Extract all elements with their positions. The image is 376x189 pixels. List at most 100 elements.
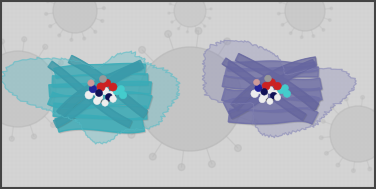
Polygon shape [0,51,180,144]
Polygon shape [57,60,144,117]
Polygon shape [53,62,141,127]
Circle shape [138,47,242,151]
Circle shape [207,0,209,1]
Circle shape [245,60,252,67]
Circle shape [300,36,303,39]
Circle shape [330,106,376,162]
Circle shape [329,19,331,21]
Circle shape [270,92,277,99]
Polygon shape [49,62,132,128]
Circle shape [210,8,212,10]
Circle shape [322,29,325,31]
Circle shape [196,30,198,32]
Circle shape [65,81,70,86]
Polygon shape [222,76,322,91]
Circle shape [174,0,206,27]
Circle shape [106,94,112,101]
Circle shape [186,31,188,33]
Circle shape [281,23,284,26]
Polygon shape [226,67,320,80]
Circle shape [255,84,262,92]
Circle shape [282,85,288,91]
Polygon shape [223,77,323,91]
Circle shape [89,85,97,93]
Polygon shape [227,61,317,72]
Circle shape [274,94,280,101]
Circle shape [63,104,68,109]
Polygon shape [228,108,318,124]
Circle shape [267,98,273,104]
Circle shape [261,88,268,95]
Circle shape [117,85,124,92]
Circle shape [319,136,323,139]
Polygon shape [58,61,145,118]
Circle shape [352,169,355,173]
Polygon shape [229,109,319,125]
Circle shape [83,37,86,40]
Circle shape [102,100,108,106]
Circle shape [101,87,109,95]
Polygon shape [50,82,152,98]
Circle shape [94,30,97,33]
Polygon shape [223,59,307,121]
Circle shape [331,106,334,109]
Circle shape [277,12,280,15]
Circle shape [122,72,129,79]
Circle shape [255,89,262,95]
Polygon shape [224,97,321,114]
Circle shape [101,19,104,22]
Circle shape [91,87,99,95]
Polygon shape [55,64,142,128]
Polygon shape [55,115,144,133]
Circle shape [32,134,36,139]
Circle shape [95,93,103,101]
Polygon shape [229,62,318,73]
Circle shape [49,25,52,28]
Polygon shape [54,104,148,120]
Polygon shape [69,56,149,118]
Circle shape [100,75,106,83]
Circle shape [284,90,291,97]
Circle shape [224,38,230,45]
Circle shape [94,98,100,105]
Polygon shape [68,55,147,117]
Circle shape [109,83,117,91]
Circle shape [368,167,371,171]
Polygon shape [48,61,132,127]
Circle shape [251,90,259,98]
Polygon shape [55,64,147,79]
Circle shape [285,0,325,31]
Circle shape [149,153,156,160]
Circle shape [209,161,215,167]
Circle shape [165,31,171,37]
Circle shape [177,28,180,30]
Circle shape [261,92,268,99]
Circle shape [204,25,206,27]
Polygon shape [221,87,322,102]
Circle shape [265,75,271,82]
Circle shape [336,163,340,167]
Circle shape [279,1,282,3]
Circle shape [103,7,105,9]
Circle shape [58,34,61,37]
Circle shape [324,151,328,155]
Polygon shape [222,58,306,120]
Polygon shape [53,75,149,88]
Circle shape [113,87,121,95]
Circle shape [195,28,202,34]
Circle shape [168,12,170,14]
Polygon shape [224,66,318,79]
Circle shape [290,32,292,34]
Circle shape [85,91,93,99]
Circle shape [70,38,73,41]
Circle shape [253,79,260,85]
Polygon shape [56,116,146,134]
Circle shape [22,37,27,42]
Circle shape [259,96,265,103]
Circle shape [235,145,241,152]
Polygon shape [235,53,318,110]
Circle shape [312,35,315,37]
Polygon shape [53,103,147,119]
Circle shape [118,102,125,109]
Polygon shape [231,57,317,110]
